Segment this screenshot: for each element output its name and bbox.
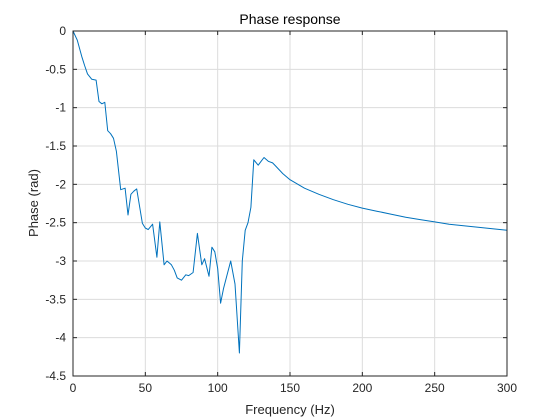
x-tick-label: 50 xyxy=(139,381,153,395)
y-tick-label: -4 xyxy=(55,331,66,345)
y-tick-label: -2 xyxy=(55,177,66,191)
x-tick-label: 150 xyxy=(280,381,300,395)
y-tick-label: -4.5 xyxy=(45,369,66,383)
y-tick-label: -0.5 xyxy=(45,62,66,76)
phase-line xyxy=(72,30,508,354)
x-tick-label: 100 xyxy=(208,381,228,395)
axis-ticks xyxy=(72,30,508,377)
y-tick-label: 0 xyxy=(59,24,66,38)
y-tick-label: -3.5 xyxy=(45,292,66,306)
y-tick-label: -2.5 xyxy=(45,216,66,230)
x-tick-label: 300 xyxy=(497,381,517,395)
plot-lines xyxy=(72,30,508,354)
tick-labels: 0 50 100 150 200 250 300 0 -0.5 -1 -1.5 -2 -2.5 -3 -3.… xyxy=(45,24,517,395)
y-tick-label: -3 xyxy=(55,254,66,268)
x-tick-label: 200 xyxy=(352,381,372,395)
y-tick-label: -1.5 xyxy=(45,139,66,153)
x-axis-label: Frequency (Hz) xyxy=(245,402,335,417)
y-tick-label: -1 xyxy=(55,101,66,115)
chart-title: Phase response xyxy=(239,11,340,27)
x-tick-label: 0 xyxy=(70,381,77,395)
y-axis-label: Phase (rad) xyxy=(26,169,41,237)
x-tick-label: 250 xyxy=(425,381,445,395)
